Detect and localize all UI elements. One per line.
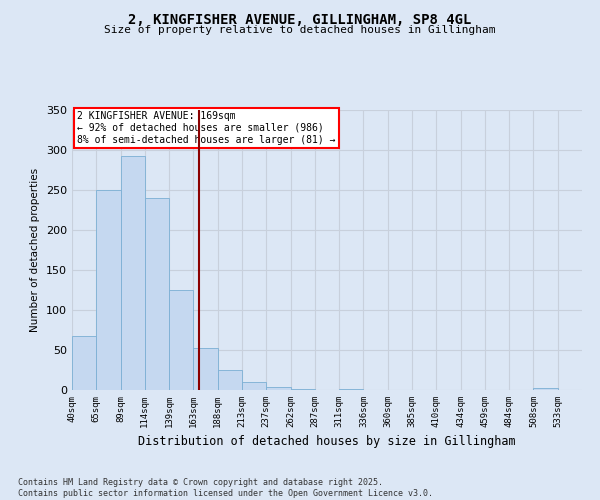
Text: Size of property relative to detached houses in Gillingham: Size of property relative to detached ho… [104, 25, 496, 35]
Bar [145, 198, 169, 390]
Bar [266, 387, 290, 390]
Bar [96, 190, 121, 390]
X-axis label: Distribution of detached houses by size in Gillingham: Distribution of detached houses by size … [138, 436, 516, 448]
Text: Contains HM Land Registry data © Crown copyright and database right 2025.
Contai: Contains HM Land Registry data © Crown c… [18, 478, 433, 498]
Bar [169, 290, 193, 390]
Bar [290, 389, 315, 390]
Y-axis label: Number of detached properties: Number of detached properties [31, 168, 40, 332]
Bar [339, 389, 364, 390]
Bar [218, 370, 242, 390]
Text: 2, KINGFISHER AVENUE, GILLINGHAM, SP8 4GL: 2, KINGFISHER AVENUE, GILLINGHAM, SP8 4G… [128, 12, 472, 26]
Bar [533, 388, 558, 390]
Bar [121, 156, 145, 390]
Bar [193, 348, 218, 390]
Bar [72, 336, 96, 390]
Text: 2 KINGFISHER AVENUE: 169sqm
← 92% of detached houses are smaller (986)
8% of sem: 2 KINGFISHER AVENUE: 169sqm ← 92% of det… [77, 112, 335, 144]
Bar [242, 382, 266, 390]
